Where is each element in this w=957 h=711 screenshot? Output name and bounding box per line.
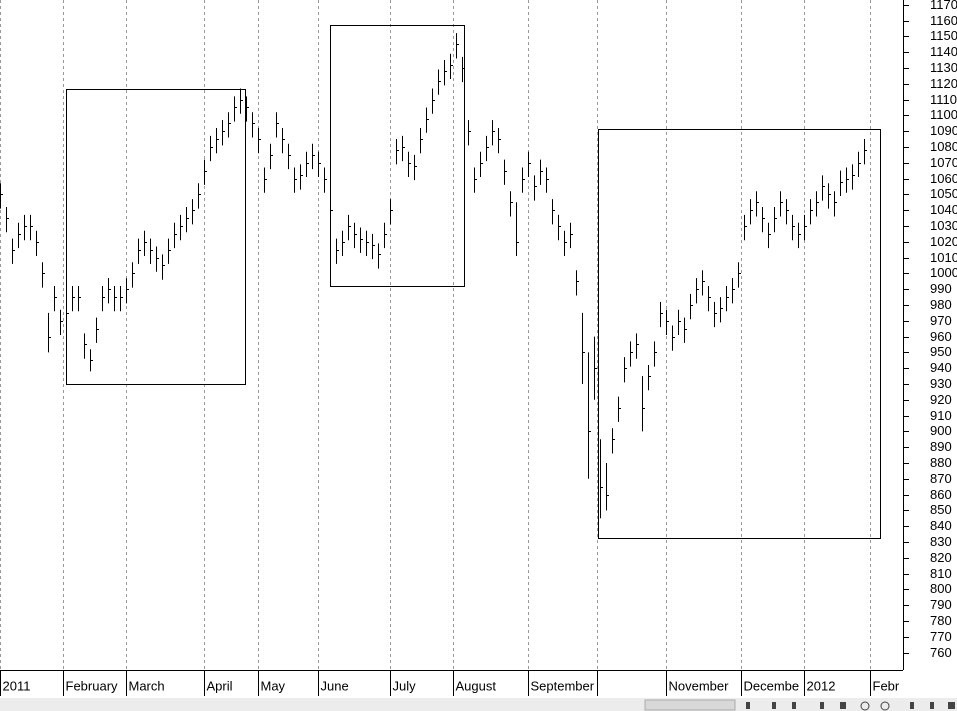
y-tick-label: 1010 <box>930 250 957 265</box>
toolbar-icon[interactable] <box>930 702 934 709</box>
x-tick-label: July <box>393 678 417 693</box>
x-tick-label: September <box>531 678 595 693</box>
x-tick-label: Febr <box>873 678 900 693</box>
x-tick-label: March <box>129 678 165 693</box>
y-tick-label: 1040 <box>930 202 957 217</box>
toolbar-icon[interactable] <box>820 702 824 709</box>
toolbar-icon[interactable] <box>860 701 870 711</box>
y-tick-label: 890 <box>930 439 952 454</box>
x-tick-label: 2012 <box>807 678 836 693</box>
toolbar-icon[interactable] <box>948 702 955 709</box>
x-tick-label: May <box>261 678 286 693</box>
scrollbar-thumb[interactable] <box>644 699 736 711</box>
x-tick-label: February <box>66 678 119 693</box>
y-tick-label: 960 <box>930 329 952 344</box>
y-tick-label: 1120 <box>930 76 957 91</box>
y-tick-label: 860 <box>930 487 952 502</box>
y-tick-label: 1000 <box>930 265 957 280</box>
y-tick-label: 1070 <box>930 155 957 170</box>
y-tick-label: 950 <box>930 344 952 359</box>
y-tick-label: 1100 <box>930 107 957 122</box>
y-tick-label: 990 <box>930 281 952 296</box>
y-tick-label: 900 <box>930 423 952 438</box>
x-tick-label: November <box>669 678 730 693</box>
x-tick-label: April <box>207 678 233 693</box>
y-tick-label: 920 <box>930 392 952 407</box>
y-tick-label: 870 <box>930 471 952 486</box>
y-tick-label: 880 <box>930 455 952 470</box>
y-tick-label: 1110 <box>930 92 957 107</box>
y-tick-label: 790 <box>930 597 952 612</box>
y-tick-label: 1030 <box>930 218 957 233</box>
y-tick-label: 840 <box>930 518 952 533</box>
toolbar-icon[interactable] <box>772 702 776 709</box>
annotation-box <box>66 89 246 385</box>
toolbar-icon[interactable] <box>840 702 846 709</box>
x-tick-label: June <box>321 678 349 693</box>
y-tick-label: 1150 <box>930 28 957 43</box>
y-tick-label: 980 <box>930 297 952 312</box>
y-tick-label: 820 <box>930 550 952 565</box>
y-tick-label: 1170 <box>930 0 957 12</box>
y-tick-label: 780 <box>930 613 952 628</box>
plot-layer <box>0 0 871 670</box>
scrollbar-area <box>0 698 957 711</box>
y-tick-label: 1080 <box>930 139 957 154</box>
toolbar-icon[interactable] <box>910 702 914 709</box>
toolbar-icon[interactable] <box>792 702 796 709</box>
toolbar-icon[interactable] <box>880 701 890 711</box>
y-tick-label: 1060 <box>930 171 957 186</box>
toolbar-icon[interactable] <box>746 702 750 709</box>
y-tick-label: 1020 <box>930 234 957 249</box>
y-tick-label: 910 <box>930 408 952 423</box>
y-tick-label: 1130 <box>930 60 957 75</box>
y-tick-label: 970 <box>930 313 952 328</box>
y-tick-label: 850 <box>930 502 952 517</box>
y-tick-label: 760 <box>930 645 952 660</box>
y-tick-label: 930 <box>930 376 952 391</box>
y-tick-label: 810 <box>930 566 952 581</box>
y-tick-label: 1050 <box>930 186 957 201</box>
toolbar-icons <box>746 701 955 711</box>
annotation-box <box>330 25 465 287</box>
y-tick-label: 800 <box>930 581 952 596</box>
y-tick-label: 830 <box>930 534 952 549</box>
x-tick-label: August <box>456 678 497 693</box>
y-tick-label: 940 <box>930 360 952 375</box>
y-tick-label: 1140 <box>930 44 957 59</box>
x-tick-label: 2011 <box>3 678 31 693</box>
y-tick-label: 1160 <box>930 13 957 28</box>
y-tick-label: 1090 <box>930 123 957 138</box>
annotation-box <box>598 129 881 539</box>
x-tick-label: Decembe <box>744 678 800 693</box>
y-tick-label: 770 <box>930 629 952 644</box>
